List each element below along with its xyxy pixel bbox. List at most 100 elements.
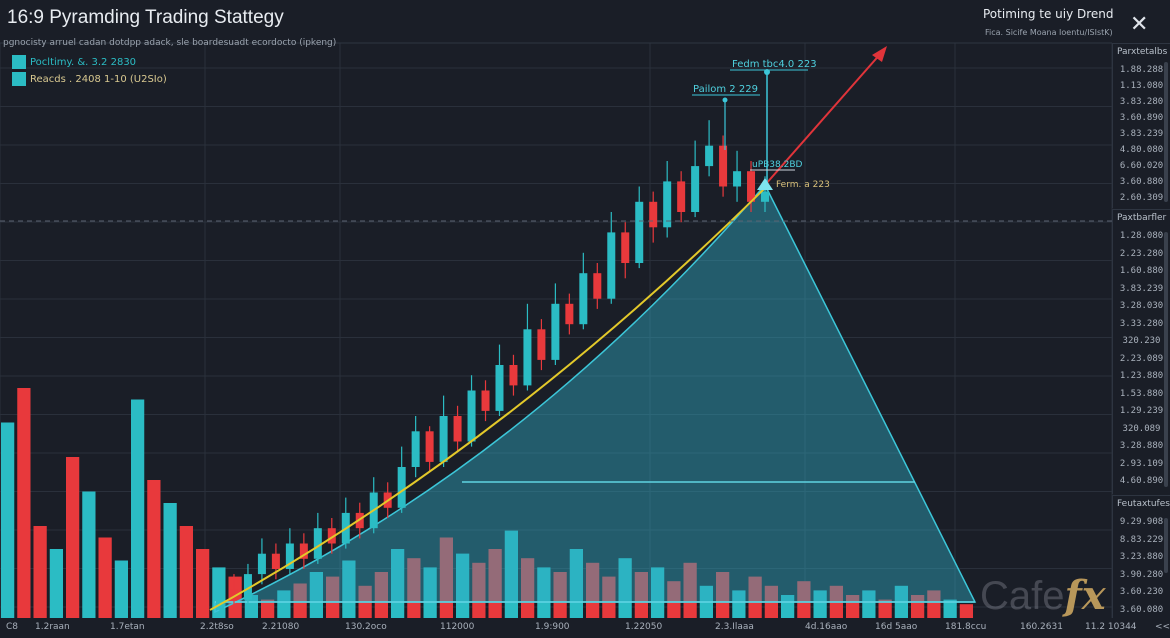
volume-bar — [407, 558, 421, 618]
right-title: Potiming te uiy Drend — [983, 7, 1114, 21]
axis-value: 320.089 — [1122, 423, 1161, 434]
volume-bar — [49, 549, 63, 618]
candle — [705, 145, 714, 167]
axis-value: 3.60.890 — [1119, 113, 1164, 123]
volume-bar — [131, 399, 145, 618]
volume-bar — [553, 572, 567, 618]
x-tick-label: 1.7etan — [110, 622, 145, 632]
axis-value: 3.28.880 — [1119, 441, 1164, 451]
volume-bar — [878, 599, 892, 618]
volume-bar — [537, 567, 551, 618]
volume-bar — [797, 581, 811, 618]
axis-value: 3.83.239 — [1119, 283, 1164, 294]
candle — [467, 390, 476, 442]
candle — [663, 181, 672, 228]
right-subtitle: Fica. Sicife Moana Ioentu/ISIstK) — [985, 28, 1113, 37]
volume-bar — [261, 599, 275, 618]
volume-bar — [98, 537, 112, 618]
volume-bar — [374, 572, 388, 618]
volume-bar — [634, 572, 648, 618]
candle — [677, 181, 686, 212]
axis-value: 2.23.280 — [1119, 248, 1164, 259]
volume-bar — [277, 590, 291, 618]
annotation-apex: Ferm. a 223 — [776, 180, 830, 190]
volume-bar — [147, 480, 161, 618]
annotation-top: Fedm tbc4.0 223 — [732, 59, 817, 70]
volume-bar — [618, 558, 632, 618]
axis-value: 1.88.288 — [1119, 65, 1164, 75]
axis-value: 4.60.890 — [1119, 476, 1164, 486]
axis-value: 1.23.880 — [1119, 371, 1164, 381]
x-tick-label: 130.2oco — [345, 622, 387, 632]
x-tick-label: 11.2 10344 — [1085, 622, 1137, 632]
x-tick-label: 160.2631 — [1020, 622, 1063, 632]
trend-arrow — [764, 51, 883, 186]
axis-value: 9.29.908 — [1119, 517, 1164, 527]
axis-value: 3.60.880 — [1119, 177, 1164, 187]
volume-bar — [82, 491, 96, 618]
candle — [495, 365, 504, 411]
scrollbar[interactable] — [1164, 232, 1168, 487]
volume-bar — [748, 576, 762, 618]
candle — [313, 528, 322, 559]
volume-bar — [33, 526, 47, 618]
side-panel-1: Parxtetalbs 1.88.288 1.13.080 3.83.280 3.60… — [1112, 43, 1170, 208]
volume-bar — [781, 595, 795, 618]
candle — [243, 574, 252, 600]
volume-bar — [504, 530, 518, 618]
legend-swatch — [12, 55, 26, 69]
x-tick-label: 181.8ccu — [945, 622, 987, 632]
x-tick-label: C8 — [6, 622, 19, 632]
candle — [257, 553, 266, 575]
position-dot — [722, 97, 728, 103]
candle — [411, 431, 420, 467]
axis-value: 320.230 — [1122, 336, 1161, 346]
close-icon[interactable]: ✕ — [1130, 12, 1149, 37]
x-tick-label: 2.3.Ilaaa — [715, 622, 754, 632]
volume-bar — [651, 567, 665, 618]
candle — [299, 543, 308, 559]
axis-value: 3.33.280 — [1119, 318, 1164, 329]
axis-value: 3.60.080 — [1119, 604, 1164, 615]
candle — [593, 273, 602, 299]
arrow-head-icon — [872, 46, 887, 62]
volume-bars — [1, 388, 973, 618]
volume-bar — [423, 567, 437, 618]
x-tick-label: 4d.16aao — [805, 622, 848, 632]
side-panel-2: Paxtbarfler 1.28.080 2.23.280 1.60.880 3.83… — [1112, 209, 1170, 494]
candle — [691, 166, 700, 212]
volume-bar — [943, 599, 957, 618]
page-title: 16:9 Pyramding Trading Stattegy — [7, 7, 284, 28]
panel-title: Parxtetalbs — [1117, 47, 1168, 57]
volume-bar — [927, 590, 941, 618]
candle — [649, 201, 658, 228]
axis-value: 3.60.230 — [1119, 587, 1164, 597]
volume-bar — [1, 422, 15, 618]
axis-value: 2.23.089 — [1119, 353, 1164, 364]
candle — [453, 416, 462, 442]
volume-bar — [667, 581, 681, 618]
scrollbar[interactable] — [1164, 518, 1168, 573]
x-tick-label: 16d 5aao — [875, 622, 918, 632]
candle — [551, 303, 560, 360]
volume-bar — [846, 595, 860, 618]
scrollbar[interactable] — [1164, 62, 1168, 202]
candle — [229, 589, 238, 600]
volume-bar — [163, 503, 177, 618]
volume-bar — [911, 595, 925, 618]
volume-bar — [602, 576, 616, 618]
pyramid-shape — [214, 183, 977, 614]
volume-bar — [813, 590, 827, 618]
volume-bar — [732, 590, 746, 618]
x-tick-label: 2.2t8so — [200, 622, 234, 632]
x-axis: C8 1.2raan 1.7etan 2.2t8so 2.21080 130.2oco 11… — [0, 618, 1170, 638]
candle — [607, 232, 616, 299]
volume-bar — [862, 590, 876, 618]
volume-bar — [196, 549, 210, 618]
volume-bar — [586, 562, 600, 618]
x-tick-label: 2.21080 — [262, 622, 300, 632]
candle — [523, 329, 532, 386]
candle — [481, 390, 490, 411]
axis-value: 8.83.229 — [1119, 534, 1164, 545]
